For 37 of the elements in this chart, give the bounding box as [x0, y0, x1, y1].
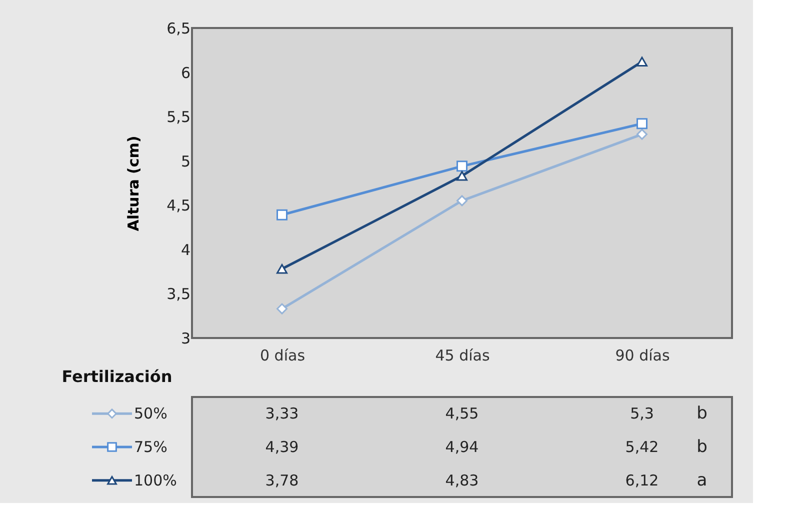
data-label: 4,94 [445, 438, 479, 456]
point [636, 56, 648, 67]
data-label: 3,78 [265, 471, 299, 490]
y-tick-label: 5 [180, 152, 190, 170]
point [456, 171, 468, 181]
text: a [696, 470, 708, 490]
y-tick-label: 6,5 [166, 20, 190, 38]
y-tick-label: 6 [180, 64, 190, 82]
point [636, 118, 648, 130]
data-label: 4,55 [445, 404, 479, 423]
legend-label: 75% [134, 438, 168, 456]
x-tick-label: 45 días [435, 346, 490, 364]
x-tick-label: 0 días [260, 346, 306, 364]
y-axis-title: Altura (cm) [124, 136, 143, 232]
data-label: 6,12 [625, 471, 659, 490]
data-label: 5,3 [630, 404, 654, 423]
point [456, 195, 468, 206]
data-label: 3,33 [265, 404, 299, 423]
text: b [696, 437, 708, 457]
legend-title: Fertilización [62, 367, 172, 386]
legend-label: 100% [134, 471, 177, 490]
point [276, 209, 288, 220]
y-tick-label: 3 [180, 330, 190, 348]
data-label: 4,39 [265, 438, 299, 456]
text: b [696, 404, 708, 424]
data-label: 5,42 [625, 438, 659, 456]
y-tick-label: 4,5 [166, 196, 190, 215]
data-label: 4,83 [445, 471, 479, 490]
point [276, 264, 288, 274]
point [456, 160, 468, 172]
x-tick-label: 90 días [615, 346, 670, 364]
y-tick-label: 3,5 [166, 285, 190, 304]
y-tick-label: 5,5 [166, 108, 190, 126]
legend-label: 50% [134, 404, 168, 423]
y-tick-label: 4 [180, 240, 190, 259]
point [276, 303, 288, 314]
point [636, 128, 648, 140]
